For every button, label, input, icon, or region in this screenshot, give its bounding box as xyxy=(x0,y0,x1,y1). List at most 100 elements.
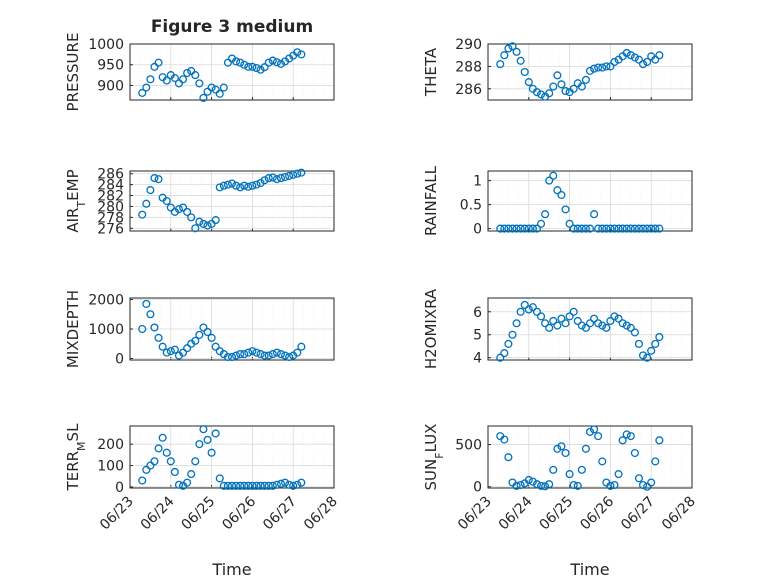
data-point xyxy=(248,481,257,490)
data-point xyxy=(195,217,204,226)
data-point xyxy=(150,174,159,183)
y-tick-label: 286 xyxy=(455,82,482,98)
data-point xyxy=(146,186,155,195)
data-point xyxy=(557,442,566,451)
data-point xyxy=(606,481,615,490)
data-point xyxy=(610,57,619,66)
data-point xyxy=(223,481,232,490)
data-point xyxy=(516,480,525,490)
data-point xyxy=(585,319,595,328)
data-point xyxy=(211,429,220,438)
data-point xyxy=(289,170,298,179)
data-point xyxy=(260,63,269,72)
data-point xyxy=(219,181,228,190)
data-point xyxy=(174,480,184,489)
data-point xyxy=(285,480,294,489)
data-point xyxy=(280,172,290,182)
axes-border xyxy=(487,425,693,489)
data-point xyxy=(630,448,639,458)
data-point xyxy=(626,323,635,332)
data-point xyxy=(626,51,635,60)
y-tick-label: 4 xyxy=(473,351,482,367)
data-point xyxy=(260,481,269,490)
data-point xyxy=(244,62,253,71)
data-point xyxy=(614,224,623,233)
data-point xyxy=(594,63,603,72)
data-point xyxy=(594,224,603,233)
data-point xyxy=(610,480,619,490)
data-point xyxy=(248,62,257,71)
data-point xyxy=(638,480,648,490)
data-point xyxy=(158,342,167,351)
x-tick-label: 06/24 xyxy=(138,493,178,533)
data-point xyxy=(622,224,631,233)
data-point xyxy=(504,44,513,53)
data-point xyxy=(191,457,200,466)
data-point xyxy=(561,86,570,96)
y-tick-label: 282 xyxy=(97,189,124,205)
data-point xyxy=(199,425,208,434)
data-point xyxy=(174,79,184,88)
data-point xyxy=(154,58,163,67)
data-point xyxy=(524,78,533,87)
data-point xyxy=(536,312,546,321)
data-point xyxy=(520,224,529,233)
data-point xyxy=(138,88,147,97)
data-point xyxy=(203,87,212,96)
data-point xyxy=(532,224,542,233)
data-point xyxy=(585,66,595,75)
data-point xyxy=(276,59,286,68)
data-point xyxy=(236,183,245,192)
subplot-6: 4 5 6 H2OMIXRA xyxy=(422,288,693,369)
data-point xyxy=(638,351,648,360)
data-point xyxy=(146,461,155,470)
data-point xyxy=(573,224,582,233)
data-point xyxy=(516,224,525,233)
data-point xyxy=(289,481,298,490)
data-point xyxy=(643,57,652,66)
data-point xyxy=(183,207,192,216)
data-point xyxy=(634,55,644,64)
data-point xyxy=(606,316,615,326)
data-point xyxy=(178,348,188,357)
data-point xyxy=(516,307,525,316)
data-point xyxy=(598,224,607,233)
data-point xyxy=(500,51,509,60)
data-point xyxy=(142,465,151,474)
data-point xyxy=(638,60,648,69)
data-point xyxy=(610,224,619,233)
data-point xyxy=(606,224,615,233)
data-point xyxy=(630,224,639,233)
data-point xyxy=(240,181,249,190)
data-point xyxy=(297,478,306,487)
data-point xyxy=(203,221,212,230)
data-point xyxy=(622,430,631,439)
data-point xyxy=(581,75,590,84)
data-point xyxy=(590,314,599,323)
data-point xyxy=(638,224,648,233)
data-point xyxy=(651,339,660,348)
data-point xyxy=(260,351,269,360)
data-point xyxy=(183,478,192,487)
data-point xyxy=(647,224,656,233)
y-tick-label: 0 xyxy=(115,352,124,368)
data-point xyxy=(577,465,586,474)
data-point xyxy=(191,224,200,233)
data-point xyxy=(500,224,509,233)
y-tick-label: 0 xyxy=(115,480,124,496)
data-point xyxy=(195,79,204,88)
data-point xyxy=(285,171,294,180)
data-point xyxy=(272,175,281,184)
subplot-1: 900 950 1000 PRESSURE Figure 3 medium xyxy=(64,17,335,111)
data-point xyxy=(240,350,249,359)
data-point xyxy=(183,68,192,78)
data-point xyxy=(569,307,578,316)
data-point xyxy=(236,58,245,67)
data-point xyxy=(264,174,273,183)
axes-border xyxy=(129,425,335,489)
y-tick-label: 900 xyxy=(97,78,124,94)
data-point xyxy=(227,481,237,490)
data-point xyxy=(626,432,635,441)
data-point xyxy=(219,481,228,490)
data-point xyxy=(280,351,290,360)
